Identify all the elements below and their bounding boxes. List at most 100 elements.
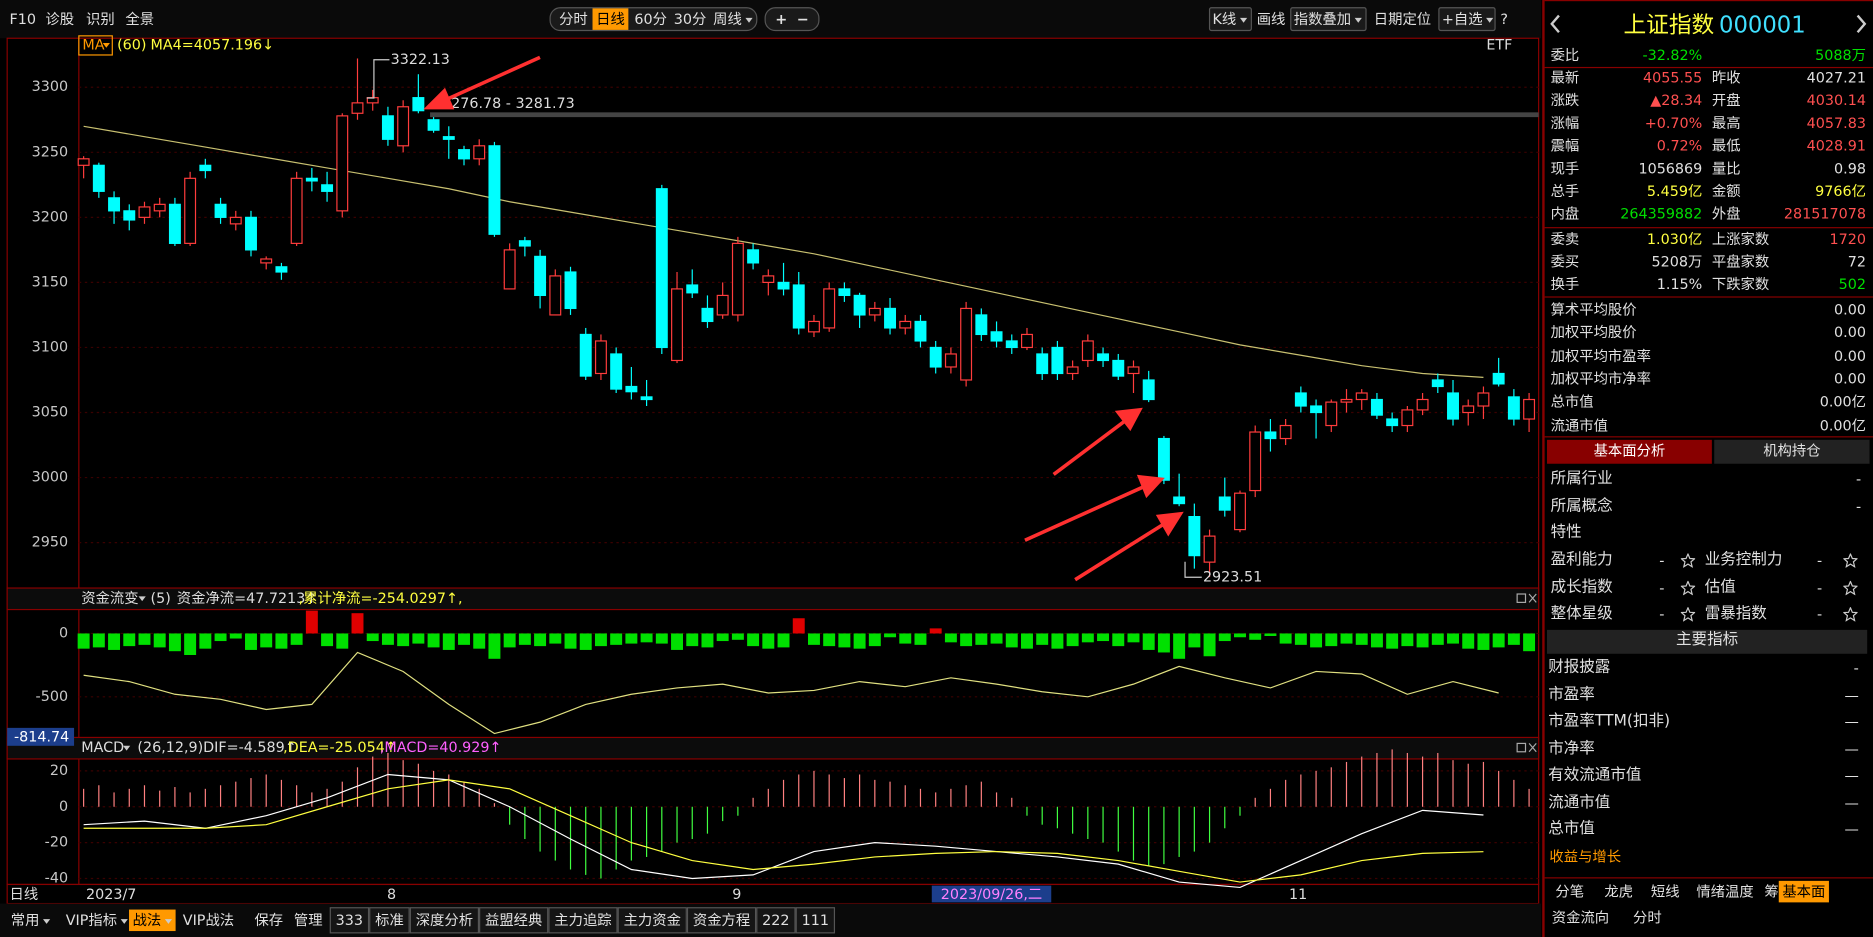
candle-body [1264,431,1277,440]
strategy-tab[interactable]: 222 [756,907,796,934]
ma-label[interactable]: MA [82,37,104,53]
period-button[interactable]: 分时 [559,10,588,28]
tab[interactable]: 机构持仓 [1714,439,1870,464]
dropdown-icon [745,17,753,23]
star-icon[interactable] [1680,553,1696,568]
strategy-tab[interactable]: 益盟经典 [479,907,549,934]
strategy-tab[interactable]: 主力资金 [617,907,687,934]
strategy-tab[interactable]: 主力追踪 [548,907,618,934]
fund-bar [1462,633,1475,649]
strategy-tab[interactable]: 333 [329,907,370,934]
basic-value: - [1855,497,1862,515]
star-icon[interactable] [1843,580,1858,595]
zoom-button[interactable]: − [796,10,809,28]
strategy-tab[interactable]: 标准 [369,907,410,934]
growth-link[interactable]: 收益与增长 [1549,848,1622,866]
fund-bar [990,633,1003,644]
quote-value: 281517078 [1783,205,1866,223]
ma-box[interactable] [78,35,113,56]
toolbar-button[interactable]: 画线 [1256,10,1286,28]
fund-bar [518,633,531,645]
close[interactable] [1528,593,1537,603]
toolbar-button[interactable]: K线 [1213,8,1248,30]
menu-button[interactable]: VIP战法 [182,911,235,929]
bottom-tab[interactable]: 情绪温度 [1696,883,1754,900]
candle-body [442,136,455,140]
bottom-tab[interactable]: 分时 [1633,909,1662,927]
macd-dif: DIF=-4.589↑ [203,740,297,756]
macd-title[interactable]: MACD [81,740,124,756]
fund-bar [1173,633,1186,659]
fund-bar [1218,633,1231,642]
candle-body [1401,409,1414,427]
candle-body [853,294,866,316]
strategy-tab[interactable]: 111 [795,907,835,934]
arrow-head [1114,407,1143,432]
bottom-tab[interactable]: 分笔 [1555,883,1585,900]
menu-button[interactable]: 管理 [293,911,323,929]
toolbar-button[interactable]: ? [1500,10,1509,28]
candle-body [564,271,577,310]
maximize[interactable] [1516,742,1527,753]
candle-body [594,340,607,375]
menu-button[interactable]: 战法 [129,909,176,932]
menu-item[interactable]: 诊股 [45,10,75,28]
period-button[interactable]: 60分 [634,10,667,28]
candle-body [838,288,851,297]
quote-value: 5.459亿 [1646,182,1703,200]
candle-body [275,266,288,273]
fund-bar [625,633,638,644]
menu-button[interactable]: 常用 [7,910,54,932]
tab-active[interactable]: 基本面分析 [1547,439,1712,464]
candle-body [1431,379,1444,388]
indicator-label: 市净率 [1548,739,1595,758]
divider [1544,296,1873,298]
y-tick-label: -40 [45,870,68,886]
menu-button[interactable]: 保存 [254,911,284,929]
candle-body [655,188,668,349]
candle-body [1218,496,1231,511]
candle-body [92,164,105,192]
bottom-tab[interactable]: 龙虎 [1604,883,1634,900]
indicator-label: 总市值 [1548,819,1595,838]
strategy-tab[interactable]: 深度分析 [409,907,480,934]
fund-bar [503,633,516,648]
star-icon[interactable] [1843,553,1858,568]
section-header: 主要指标 [1547,629,1868,654]
toolbar-button[interactable]: 指数叠加 [1294,8,1362,30]
indicator-label: 市盈率 [1548,685,1595,704]
date-period[interactable]: 日线 [10,886,39,903]
toolbar-button[interactable]: +自选 [1442,8,1494,30]
period-button[interactable]: 30分 [673,10,707,28]
candle-body [1188,516,1201,557]
maximize[interactable] [1516,593,1527,603]
star-icon[interactable] [1680,607,1696,622]
stat-value: 0.00 [1834,370,1866,388]
bottom-tab[interactable]: 基本面 [1778,880,1829,903]
bottom-tab[interactable]: 资金流向 [1551,909,1610,927]
indicator-value: — [1844,713,1859,731]
star-icon[interactable] [1680,580,1696,595]
zoom-button[interactable]: + [775,10,788,28]
fund-title[interactable]: 资金流变 [81,590,138,607]
menu-item[interactable]: F10 [9,10,37,28]
arrow [1074,521,1166,582]
star-icon[interactable] [1843,607,1858,622]
close[interactable] [1528,743,1537,753]
period-button[interactable]: 周线 [710,8,757,30]
toolbar-button[interactable]: 日期定位 [1373,10,1432,28]
period-button[interactable]: 日线 [592,8,629,30]
fund-bar [290,633,303,645]
candle-body [1234,492,1246,531]
strategy-tab[interactable]: 资金方程 [686,907,757,934]
bottom-tab[interactable]: 短线 [1650,883,1680,900]
y-tick-label: 3200 [32,209,68,225]
menu-item[interactable]: 全景 [125,10,155,28]
quote-label: 外盘 [1711,205,1741,223]
nav-arrows[interactable] [1545,5,1873,41]
stat-value: 0.00 [1834,301,1866,318]
candle-body [260,258,273,264]
menu-button[interactable]: VIP指标 [62,910,131,932]
menu-item[interactable]: 识别 [86,10,115,28]
candle-body [807,320,820,333]
